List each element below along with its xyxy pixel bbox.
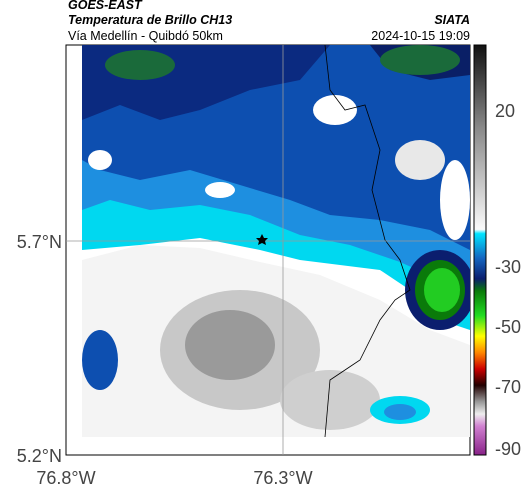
timestamp: 2024-10-15 19:09 xyxy=(371,29,470,43)
title: Temperatura de Brillo CH13 xyxy=(68,13,232,27)
location-star xyxy=(256,234,268,245)
satellite-field xyxy=(82,45,470,437)
satellite: GOES-EAST xyxy=(68,0,143,12)
colorbar: 20 -30 -50 -70 -90 xyxy=(473,44,521,459)
source: SIATA xyxy=(434,13,470,27)
location: Vía Medellín - Quibdó 50km xyxy=(68,29,223,43)
y-tick-label: 5.2°N xyxy=(17,446,62,466)
x-tick-label: 76.3°W xyxy=(253,468,312,488)
x-tick-label: 76.8°W xyxy=(36,468,95,488)
colorbar-tick-label: -70 xyxy=(495,377,521,397)
map-panel xyxy=(65,44,471,456)
y-tick-label: 5.7°N xyxy=(17,232,62,252)
colorbar-tick-label: -90 xyxy=(495,439,521,459)
colorbar-tick-label: 20 xyxy=(495,101,515,121)
colorbar-tick-label: -50 xyxy=(495,317,521,337)
colorbar-tick-label: -30 xyxy=(495,257,521,277)
